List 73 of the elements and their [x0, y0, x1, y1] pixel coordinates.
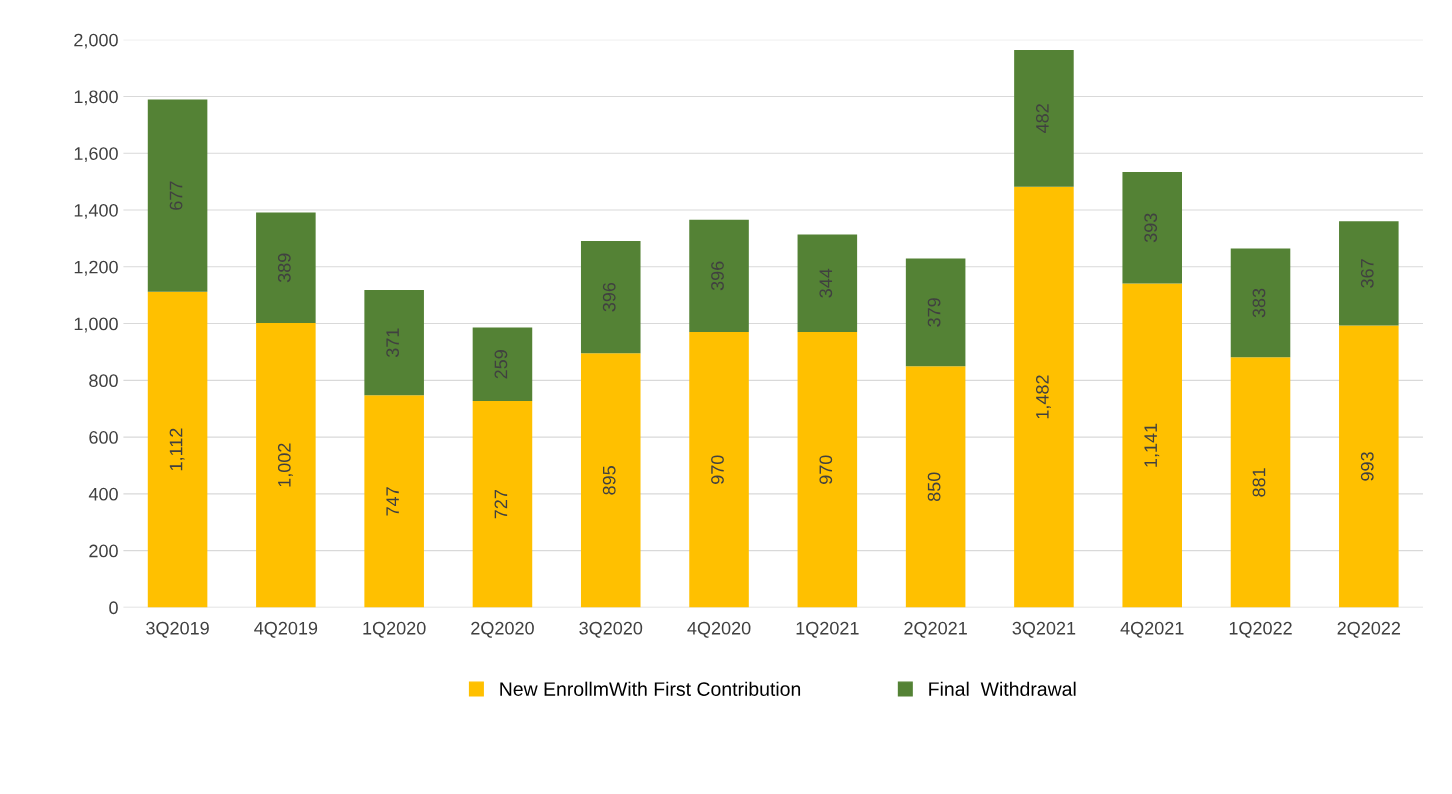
- bar: [797, 234, 858, 333]
- data-label: 379: [927, 298, 941, 327]
- bar: [689, 219, 749, 333]
- data-label: 383: [1252, 288, 1266, 318]
- x-tick-label: 3Q2019: [146, 621, 209, 638]
- bar: [1339, 221, 1399, 326]
- x-tick-label: 4Q2021: [1120, 621, 1184, 638]
- y-tick-label: 1,000: [74, 317, 118, 333]
- bar: [1230, 357, 1291, 608]
- y-tick-label: 600: [89, 431, 118, 444]
- x-tick-label: 2Q2021: [904, 621, 967, 638]
- y-tick-label: 1,600: [74, 147, 118, 163]
- bar: [580, 240, 641, 354]
- y-tick-label: 800: [89, 374, 118, 388]
- x-tick-label: 1Q2020: [363, 621, 426, 638]
- y-tick-label: 1,200: [74, 260, 118, 276]
- x-tick-label: 1Q2021: [796, 621, 859, 638]
- y-tick-label: 200: [89, 544, 118, 558]
- x-tick-label: 4Q2020: [687, 621, 751, 638]
- legend-label: New EnrollmWith First Contribution: [500, 681, 801, 696]
- data-label: 367: [1360, 259, 1374, 288]
- y-tick-label: 2,000: [74, 33, 118, 49]
- bar: [797, 332, 858, 608]
- bar: [580, 353, 641, 608]
- data-label: 993: [1360, 452, 1374, 481]
- x-tick-label: 2Q2022: [1337, 621, 1401, 638]
- bar: [905, 258, 966, 367]
- data-label: 389: [277, 253, 291, 283]
- data-label: 371: [386, 328, 399, 358]
- y-tick-label: 400: [88, 487, 118, 501]
- bar: [256, 322, 316, 608]
- x-tick-label: 3Q2020: [579, 621, 643, 638]
- data-label: 677: [169, 181, 183, 210]
- x-tick-label: 1Q2022: [1229, 621, 1292, 638]
- data-label: 393: [1144, 213, 1158, 243]
- data-label: 895: [602, 466, 616, 495]
- data-label: 1,141: [1144, 423, 1160, 467]
- y-tick-label: 1,800: [74, 90, 118, 106]
- data-label: 482: [1035, 104, 1049, 133]
- bar: [472, 327, 533, 402]
- x-tick-label: 3Q2021: [1012, 621, 1076, 638]
- data-label: 344: [819, 268, 833, 298]
- bar: [1014, 186, 1074, 608]
- y-tick-label: 0: [109, 601, 118, 615]
- data-label: 747: [386, 487, 399, 516]
- data-label: 970: [819, 455, 833, 484]
- bar: [256, 212, 316, 323]
- bar: [1014, 49, 1074, 187]
- bar: [689, 332, 749, 608]
- data-label: 1,112: [169, 428, 185, 471]
- bar: [364, 395, 424, 608]
- data-label: 396: [602, 282, 616, 312]
- bar: [1122, 171, 1182, 284]
- x-tick-label: 2Q2020: [471, 621, 534, 638]
- legend-label: Final Withdrawal: [929, 681, 1076, 696]
- bar: [147, 291, 208, 608]
- bar: [1339, 325, 1399, 608]
- bar: [147, 99, 208, 292]
- data-label: 1,002: [277, 443, 293, 487]
- data-label: 850: [927, 472, 941, 502]
- y-tick-label: 1,400: [74, 203, 118, 219]
- data-label: 970: [711, 455, 724, 484]
- data-label: 396: [711, 261, 724, 291]
- bar: [364, 290, 424, 396]
- data-label: 259: [494, 350, 508, 379]
- data-label: 881: [1252, 468, 1266, 497]
- data-label: 1,482: [1035, 375, 1051, 419]
- bar: [1230, 248, 1291, 358]
- x-tick-label: 4Q2019: [254, 621, 318, 638]
- data-label: 727: [494, 490, 508, 519]
- bar: [472, 401, 533, 608]
- bar: [905, 366, 966, 608]
- bar: [1122, 283, 1182, 608]
